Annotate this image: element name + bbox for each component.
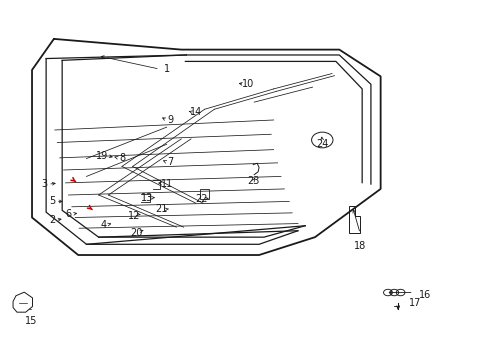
Text: 13: 13 bbox=[141, 193, 153, 203]
Text: 19: 19 bbox=[96, 151, 108, 161]
Text: 20: 20 bbox=[130, 228, 142, 238]
Text: 16: 16 bbox=[418, 290, 430, 300]
Text: 15: 15 bbox=[25, 316, 38, 327]
Text: 21: 21 bbox=[155, 204, 168, 214]
Text: 18: 18 bbox=[353, 242, 366, 251]
Text: 4: 4 bbox=[100, 220, 106, 230]
Text: 1: 1 bbox=[163, 64, 169, 73]
Text: 9: 9 bbox=[167, 115, 173, 125]
Text: 7: 7 bbox=[167, 157, 173, 167]
Text: 3: 3 bbox=[41, 179, 47, 189]
Text: 22: 22 bbox=[195, 194, 207, 203]
Text: 14: 14 bbox=[189, 107, 202, 117]
Text: 10: 10 bbox=[242, 79, 254, 89]
Text: 6: 6 bbox=[65, 209, 71, 219]
Text: 5: 5 bbox=[49, 197, 56, 206]
Text: 12: 12 bbox=[127, 211, 140, 221]
Text: 24: 24 bbox=[315, 139, 328, 149]
Text: 8: 8 bbox=[119, 153, 125, 163]
Text: 11: 11 bbox=[160, 179, 172, 189]
Text: 2: 2 bbox=[49, 215, 56, 225]
Text: 23: 23 bbox=[246, 176, 259, 186]
Text: 17: 17 bbox=[408, 298, 420, 308]
